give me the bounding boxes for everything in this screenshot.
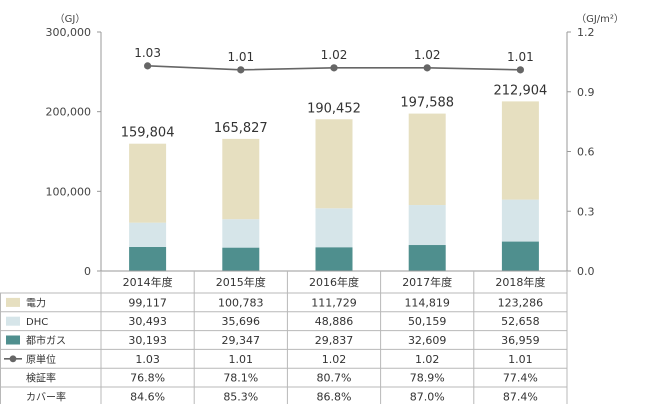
table-cell: 86.8% [317,390,352,403]
x-category-label: 2018年度 [495,275,545,289]
y-left-tick-label: 200,000 [46,106,92,119]
intensity-point-label: 1.01 [227,50,254,64]
bar-segment-city-gas [408,245,446,271]
bar-segment-city-gas [315,247,353,271]
intensity-point [237,66,245,74]
y-right-tick-label: 1.2 [577,26,595,39]
table-cell: 111,729 [311,296,357,309]
y-right-unit: （GJ/m²） [576,13,624,25]
y-left-unit: （GJ） [55,13,86,25]
table-cell: 99,117 [128,296,167,309]
bar-segment-electricity [408,113,446,206]
table-cell: 87.4% [503,390,538,403]
intensity-point-label: 1.02 [414,48,441,62]
table-cell: 1.01 [229,353,254,366]
table-cell: 85.3% [223,390,258,403]
table-cell: 1.02 [415,353,440,366]
table-cell: 29,347 [222,334,261,347]
legend-swatch [6,316,20,326]
legend-swatch [6,335,20,345]
legend-swatch [6,297,20,307]
bar-segment-dhc [315,208,353,248]
y-right-tick-label: 0.0 [577,265,595,278]
table-row-label: 原単位 [26,353,56,366]
table-cell: 84.6% [130,390,165,403]
bar-segment-city-gas [501,241,539,271]
table-cell: 78.1% [223,372,258,385]
table-cell: 1.01 [508,353,533,366]
y-left-tick-label: 300,000 [46,26,92,39]
y-left-tick-label: 100,000 [46,185,92,198]
table-cell: 35,696 [222,315,261,328]
bar-total-label: 197,588 [400,96,454,111]
bar-segment-city-gas [222,247,260,271]
table-row-label: 電力 [26,296,46,309]
bar-segment-electricity [315,119,353,209]
y-right-tick-label: 0.6 [577,146,595,159]
table-cell: 50,159 [408,315,447,328]
bar-total-label: 212,904 [494,83,548,98]
x-category-label: 2016年度 [309,275,359,289]
intensity-point-label: 1.02 [321,48,348,62]
bar-segment-dhc [501,199,539,242]
bar-segment-electricity [501,101,539,200]
bar-segment-city-gas [129,246,167,271]
table-cell: 77.4% [503,372,538,385]
intensity-point [516,66,525,74]
bar-segment-electricity [129,143,167,223]
table-row-label: DHC [26,317,48,328]
table-cell: 48,886 [315,315,354,328]
y-left-tick-label: 0 [84,265,91,278]
table-cell: 30,493 [128,315,167,328]
y-right-tick-label: 0.3 [577,205,595,218]
legend-marker [9,355,17,363]
table-cell: 87.0% [410,390,445,403]
intensity-point-label: 1.03 [134,46,161,60]
intensity-point [423,64,431,72]
bar-segment-dhc [222,219,260,248]
table-row-label: 検証率 [26,372,56,385]
table-cell: 30,193 [128,334,167,347]
table-cell: 36,959 [501,334,540,347]
table-cell: 32,609 [408,334,447,347]
bar-total-label: 159,804 [121,126,175,141]
x-category-label: 2017年度 [402,275,452,289]
bar-total-label: 165,827 [214,121,268,136]
bar-segment-electricity [222,138,260,220]
bar-segment-dhc [129,222,167,247]
intensity-point [330,64,338,72]
intensity-point-label: 1.01 [507,50,534,64]
bar-total-label: 190,452 [307,101,361,116]
intensity-point [144,62,152,70]
x-category-label: 2015年度 [216,275,266,289]
table-row-label: カバー率 [26,390,66,403]
table-cell: 80.7% [317,372,352,385]
table-cell: 1.02 [322,353,347,366]
table-cell: 78.9% [410,372,445,385]
table-cell: 76.8% [130,372,165,385]
table-row-label: 都市ガス [26,334,66,347]
table-cell: 100,783 [218,296,264,309]
table-cell: 29,837 [315,334,354,347]
table-cell: 114,819 [404,296,450,309]
table-cell: 52,658 [501,315,540,328]
x-category-label: 2014年度 [123,275,173,289]
table-cell: 123,286 [498,296,544,309]
bar-segment-dhc [408,205,446,246]
y-right-tick-label: 0.9 [577,86,595,99]
table-cell: 1.03 [135,353,160,366]
